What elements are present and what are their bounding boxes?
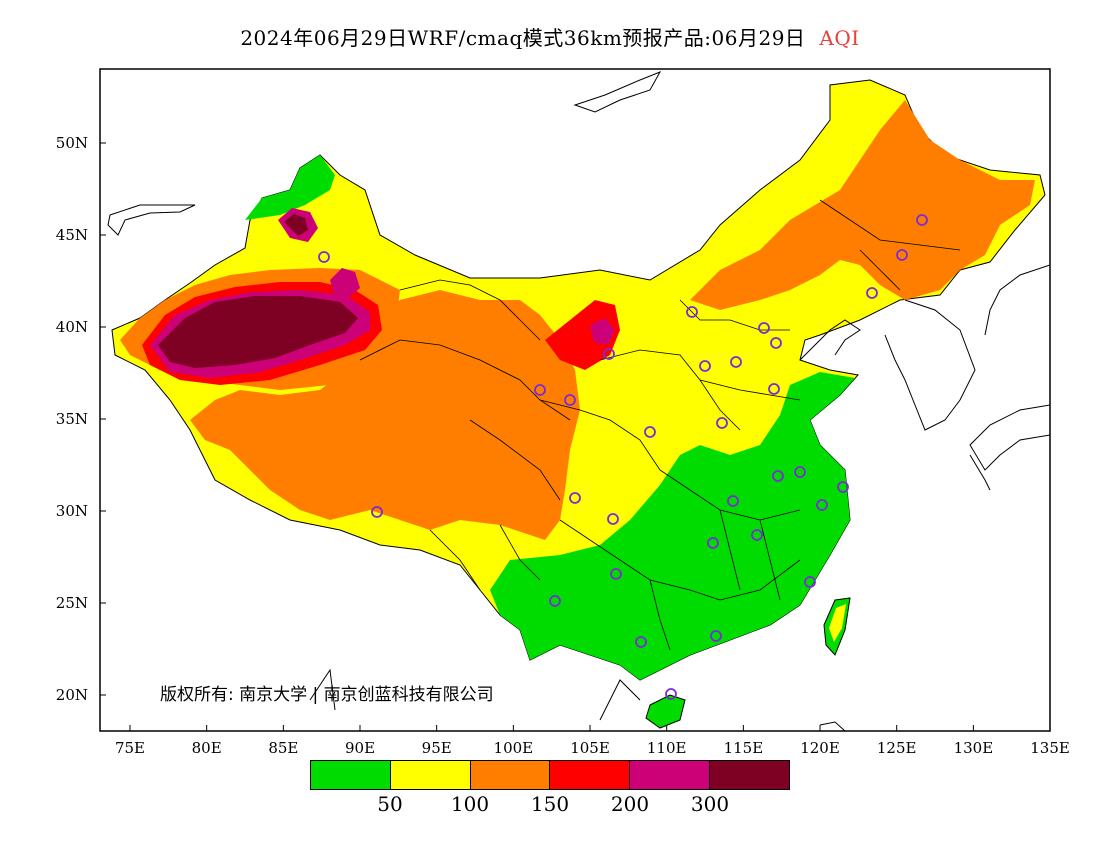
lon-tick-label: 115E — [724, 739, 764, 757]
station-marker — [730, 356, 742, 368]
colorbar-label: 200 — [610, 792, 650, 816]
coastline-indochina — [309, 668, 846, 731]
station-marker — [710, 630, 722, 642]
colorbar-swatch — [550, 761, 631, 789]
lat-tick-label: 45N — [56, 226, 88, 244]
colorbar-label: 50 — [377, 792, 403, 816]
lat-tick-label: 35N — [56, 410, 88, 428]
colorbar-swatch — [390, 761, 471, 789]
station-marker — [603, 348, 615, 360]
region-taiwan-yellow — [829, 604, 846, 642]
station-marker — [727, 495, 739, 507]
station-marker — [770, 337, 782, 349]
aqi-colorbar — [310, 760, 790, 790]
station-marker — [610, 568, 622, 580]
colorbar-labels: 50 100 150 200 300 — [0, 792, 1100, 818]
lat-tick-label: 50N — [56, 134, 88, 152]
station-marker — [896, 249, 908, 261]
lon-tick-label: 90E — [345, 739, 375, 757]
station-marker — [549, 595, 561, 607]
region-aqi-green-northwest — [245, 155, 335, 220]
station-marker — [804, 576, 816, 588]
region-aqi-green-south — [490, 372, 855, 680]
lat-tick-label: 25N — [56, 594, 88, 612]
coastline-sakhalin — [573, 71, 662, 113]
station-marker — [534, 384, 546, 396]
coastline-korea — [884, 299, 976, 431]
coastline-caspian — [107, 204, 196, 236]
lon-tick-label: 135E — [1030, 739, 1070, 757]
colorbar-swatch — [470, 761, 551, 789]
region-aqi-magenta-inner-mongolia — [590, 318, 615, 345]
longitude-axis: 75E 80E 85E 90E 95E 100E 105E 110E 115E 120E 125E 1… — [115, 725, 1070, 757]
lon-tick-label: 75E — [115, 739, 145, 757]
station-marker — [794, 466, 806, 478]
station-marker — [699, 360, 711, 372]
lon-tick-label: 110E — [647, 739, 687, 757]
station-marker — [635, 636, 647, 648]
lon-tick-label: 120E — [800, 739, 840, 757]
colorbar-label: 150 — [530, 792, 570, 816]
station-marker — [665, 688, 677, 700]
station-marker — [768, 383, 780, 395]
region-aqi-magenta-hami — [330, 268, 360, 298]
latitude-axis: 50N 45N 40N 35N 30N 25N 20N — [56, 134, 106, 704]
lat-tick-label: 30N — [56, 502, 88, 520]
region-aqi-orange-plateau — [190, 290, 580, 540]
lon-tick-label: 130E — [954, 739, 994, 757]
station-marker — [758, 322, 770, 334]
station-marker — [916, 214, 928, 226]
lon-tick-label: 125E — [877, 739, 917, 757]
station-marker — [866, 287, 878, 299]
region-hainan — [645, 694, 686, 729]
station-marker — [707, 537, 719, 549]
copyright-text: 版权所有: 南京大学 | 南京创蓝科技有限公司 — [160, 685, 494, 705]
colorbar-swatch — [311, 761, 391, 789]
variable-label: AQI — [819, 26, 860, 50]
lon-tick-label: 85E — [268, 739, 298, 757]
colorbar-swatch — [630, 761, 711, 789]
lat-tick-label: 40N — [56, 318, 88, 336]
lon-tick-label: 105E — [570, 739, 610, 757]
station-marker — [751, 529, 763, 541]
lon-tick-label: 100E — [494, 739, 534, 757]
coastline-japan — [969, 264, 1050, 491]
station-markers — [318, 214, 928, 700]
station-marker — [569, 492, 581, 504]
map-frame — [99, 68, 1051, 732]
lon-tick-label: 95E — [422, 739, 452, 757]
station-marker — [564, 394, 576, 406]
lon-tick-label: 80E — [192, 739, 222, 757]
station-marker — [772, 470, 784, 482]
lat-tick-label: 20N — [56, 686, 88, 704]
region-aqi-red-inner-mongolia — [545, 300, 620, 370]
station-marker — [644, 426, 656, 438]
station-marker — [371, 506, 383, 518]
colorbar-label: 100 — [450, 792, 490, 816]
region-aqi-orange-northeast — [690, 100, 1035, 310]
coastline-bohai — [799, 319, 861, 361]
map-title: 2024年06月29日WRF/cmaq模式36km预报产品:06月29日 AQI — [0, 22, 1100, 51]
station-marker — [686, 306, 698, 318]
region-aqi-maroon-taklamakan — [158, 296, 358, 368]
title-text: 2024年06月29日WRF/cmaq模式36km预报产品:06月29日 — [240, 26, 806, 50]
station-marker — [716, 417, 728, 429]
station-marker — [816, 499, 828, 511]
station-marker — [318, 251, 330, 263]
colorbar-swatch — [710, 761, 789, 789]
station-marker — [837, 481, 849, 493]
region-aqi-maroon-junggar — [284, 214, 308, 236]
station-marker — [607, 513, 619, 525]
colorbar-label: 300 — [690, 792, 730, 816]
province-borders — [359, 199, 961, 651]
